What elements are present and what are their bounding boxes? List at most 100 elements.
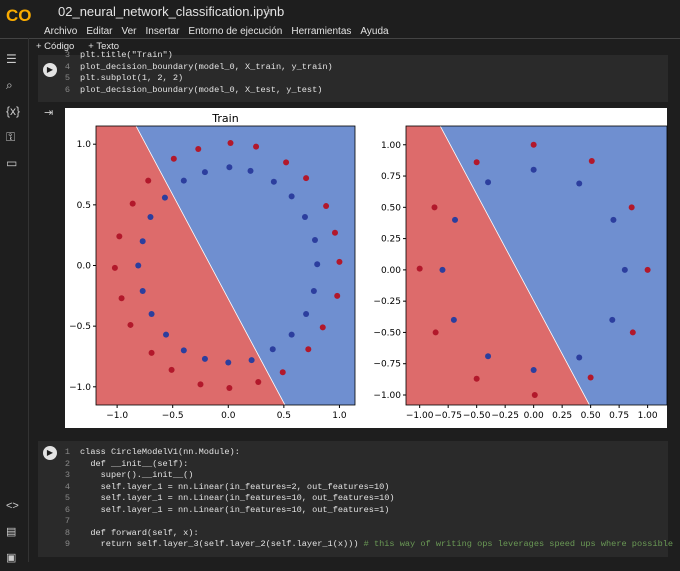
- y-tick-label: 0.25: [381, 235, 401, 245]
- line-number: 3: [64, 50, 70, 60]
- data-point: [255, 378, 262, 385]
- x-tick-label: −0.25: [491, 411, 519, 421]
- code-line: 4 self.layer_1 = nn.Linear(in_features=2…: [56, 482, 673, 494]
- line-number: 5: [64, 73, 70, 83]
- data-point: [314, 261, 321, 268]
- run-button[interactable]: ▶: [43, 63, 57, 77]
- toolbar-button[interactable]: + Código: [36, 41, 75, 52]
- y-tick-label: 0.50: [381, 203, 401, 213]
- code-lines: 3 plt.title("Train") 4 plot_decision_bounda…: [56, 50, 333, 100]
- data-point: [576, 180, 583, 187]
- x-tick-label: 1.00: [638, 411, 658, 421]
- y-tick-label: −0.75: [373, 360, 401, 370]
- data-point: [303, 175, 310, 182]
- code-cell[interactable]: [38, 55, 668, 102]
- data-point: [485, 353, 492, 360]
- menu-item[interactable]: Entorno de ejecución: [188, 26, 283, 37]
- line-number: 6: [64, 504, 70, 515]
- code-line: 1 class CircleModelV1(nn.Module):: [56, 447, 673, 459]
- y-tick-label: 0.0: [77, 262, 92, 272]
- data-point: [116, 233, 123, 240]
- code-text: class CircleModelV1(nn.Module):: [80, 447, 240, 457]
- toolbar-button[interactable]: + Texto: [88, 41, 120, 52]
- data-point: [139, 238, 146, 245]
- data-point: [588, 158, 595, 165]
- data-point: [226, 164, 233, 171]
- menu-item[interactable]: Archivo: [44, 26, 78, 37]
- logo: CO: [6, 6, 32, 25]
- data-point: [180, 347, 187, 354]
- code-line: 5 self.layer_1 = nn.Linear(in_features=1…: [56, 493, 673, 505]
- data-point: [227, 139, 234, 146]
- data-point: [145, 177, 152, 184]
- code-comment: # this way of writing ops leverages spee…: [363, 539, 674, 549]
- menu-item[interactable]: Insertar: [145, 26, 180, 37]
- data-point: [336, 258, 343, 265]
- data-point: [311, 237, 318, 244]
- line-number: 8: [64, 527, 70, 538]
- data-point: [473, 375, 480, 382]
- menu-bar: Archivo Editar Ver Insertar Entorno de ejecu…: [44, 21, 398, 39]
- data-point: [226, 385, 233, 392]
- data-point: [629, 329, 636, 336]
- decision-boundary: [135, 126, 286, 405]
- y-tick-label: 1.0: [77, 140, 92, 150]
- x-tick-label: −0.75: [434, 411, 462, 421]
- data-point: [310, 287, 317, 294]
- code-line: 6 plot_decision_boundary(model_0, X_test,…: [56, 85, 333, 97]
- x-tick-label: 1.0: [332, 411, 347, 421]
- data-point: [531, 391, 538, 398]
- data-point: [269, 346, 276, 353]
- star[interactable]: ☆: [262, 3, 274, 18]
- code-text: def __init__(self):: [80, 458, 189, 469]
- data-point: [587, 374, 594, 381]
- data-point: [303, 311, 310, 318]
- menu-item[interactable]: Ayuda: [360, 26, 389, 37]
- data-point: [323, 203, 330, 210]
- data-point: [111, 264, 118, 271]
- decision-boundary: [439, 126, 590, 405]
- code-line: 9 return self.layer_3(self.layer_2(self.…: [56, 539, 673, 551]
- y-tick-label: 0.00: [381, 266, 401, 276]
- data-point: [530, 141, 537, 148]
- data-point: [129, 200, 136, 207]
- code-text: plot_decision_boundary(model_0, X_test, …: [80, 84, 323, 95]
- code-lines: 1 class CircleModelV1(nn.Module): 2 def __…: [56, 447, 673, 551]
- data-point: [118, 295, 125, 302]
- data-point: [288, 193, 295, 200]
- data-point: [147, 213, 154, 220]
- output-icon[interactable]: ⇥: [44, 107, 54, 119]
- plot-title: Train: [211, 112, 238, 125]
- line-number: 7: [64, 516, 70, 526]
- x-tick-label: −1.00: [406, 411, 434, 421]
- y-tick-label: −0.50: [373, 328, 401, 338]
- output-figure: −1.0 −0.5 0.0 0.5 1.0 −1.0 −0.5 0.0 0.5 1.0 Train −…: [65, 108, 668, 428]
- y-tick-label: 0.75: [381, 172, 401, 182]
- data-point: [319, 324, 326, 331]
- menu-item[interactable]: Herramientas: [291, 26, 352, 37]
- data-point: [450, 316, 457, 323]
- line-number: 3: [64, 470, 70, 480]
- data-point: [610, 216, 617, 223]
- data-point: [331, 229, 338, 236]
- file-name[interactable]: 02_neural_network_classification.ipynb: [58, 4, 285, 19]
- line-number: 4: [64, 481, 70, 492]
- code-line: 2 def __init__(self):: [56, 459, 673, 471]
- x-tick-label: 0.0: [221, 411, 236, 421]
- data-point: [485, 179, 492, 186]
- data-point: [473, 159, 480, 166]
- line-number: 9: [64, 539, 70, 549]
- menu-item[interactable]: Editar: [86, 26, 113, 37]
- y-tick-label: −0.5: [69, 322, 91, 332]
- code-line: 7: [56, 516, 673, 528]
- run-button[interactable]: ▶: [43, 446, 57, 460]
- data-point: [439, 266, 446, 273]
- menu-item[interactable]: Ver: [121, 26, 137, 37]
- y-tick-label: −0.25: [373, 297, 401, 307]
- code-line: 8 def forward(self, x):: [56, 528, 673, 540]
- code-text: self.layer_1 = nn.Linear(in_features=10,…: [80, 493, 395, 503]
- data-point: [288, 331, 295, 338]
- code-cell[interactable]: [38, 441, 668, 557]
- data-point: [148, 311, 155, 318]
